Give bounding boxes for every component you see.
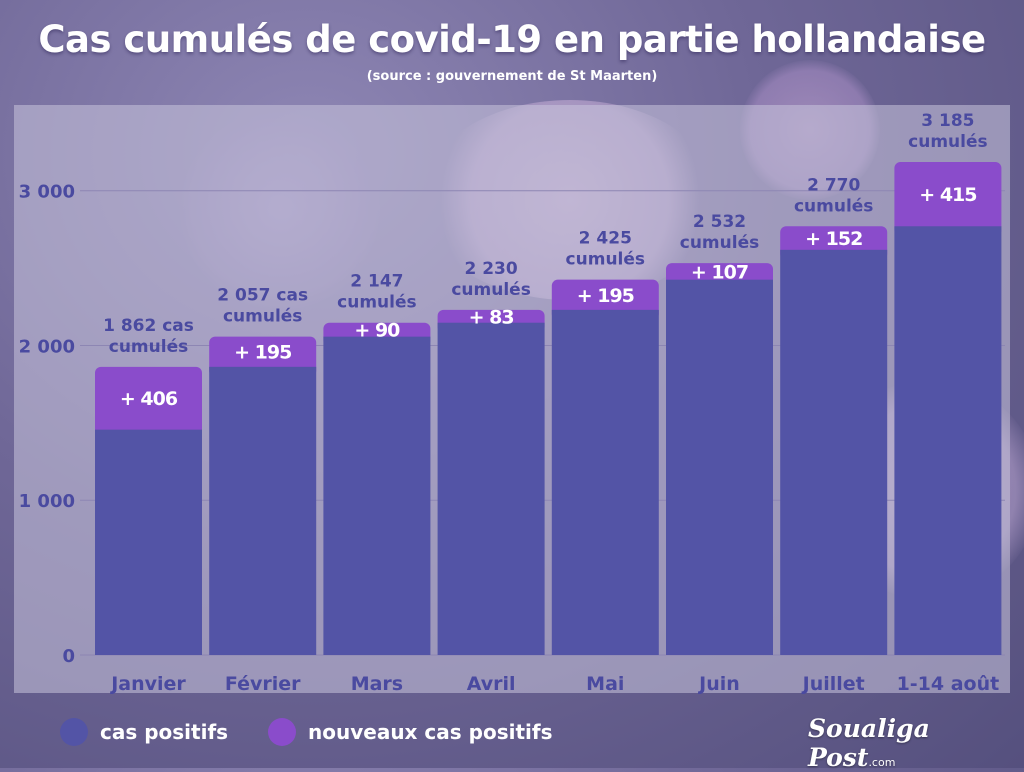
bar-group: + 107 2 532 cumulés [666,212,773,655]
total-label-line: cumulés [566,250,645,270]
bar-base-cases [209,366,317,655]
increment-label: + 195 [577,285,634,307]
chart-title: Cas cumulés de covid-19 en partie hollan… [38,18,986,61]
legend-new-label: nouveaux cas positifs [308,720,553,744]
x-tick-label: Mars [351,673,403,695]
bar-group: + 195 2 057 cas cumulés [209,286,317,655]
x-tick-label: Juillet [801,673,865,695]
increment-label: + 90 [354,320,400,342]
x-tick-label: Avril [467,673,516,695]
total-label-line: cumulés [337,293,416,313]
bar-new-cases [551,279,659,320]
increment-label: + 83 [469,306,514,328]
legend-base-swatch [60,718,88,746]
x-tick-label: Février [225,673,301,695]
brand-logo: Soualiga Post.com [808,714,1024,772]
x-tick-label: Janvier [109,673,186,695]
total-label-line: cumulés [223,307,302,327]
total-label-line: 2 147 [350,272,403,292]
total-label-line: cumulés [680,233,759,253]
chart-subtitle: (source : gouvernement de St Maarten) [366,69,658,84]
total-label-line: cumulés [794,196,873,216]
legend-base: cas positifs [60,718,228,746]
bar-group: + 90 2 147 cumulés [323,272,431,655]
legend-base-label: cas positifs [100,720,229,744]
y-tick-label: 1 000 [19,491,75,512]
total-label-line: cumulés [908,132,987,152]
bar-group: + 415 3 185 cumulés [894,111,1002,655]
bar-base-cases [551,309,659,655]
bar-new-cases [209,336,317,377]
total-label-line: cumulés [451,280,530,300]
y-tick-label: 3 000 [19,182,75,203]
bar-new-cases [95,366,202,440]
total-label: 2 057 cas cumulés [217,286,308,327]
y-axis: 0 1 000 2 000 3 000 [19,182,75,667]
total-label: 2 425 cumulés [566,229,645,270]
total-label: 2 770 cumulés [794,175,873,216]
x-tick-label: 1-14 août [897,673,1000,695]
total-label-line: 2 057 cas [217,286,308,306]
brand-suffix: .com [868,756,896,769]
bar-base-cases [780,249,888,655]
legend-new: nouveaux cas positifs [268,718,552,746]
increment-label: + 107 [691,261,748,283]
increment-label: + 415 [919,184,976,206]
total-label: 1 862 cas cumulés [103,316,194,357]
x-tick-label: Juin [697,673,740,695]
brand-name: Soualiga Post [808,714,930,772]
x-tick-label: Mai [586,673,624,695]
x-axis: Janvier Février Mars Avril Mai Juin Juillet 1-1… [109,673,999,695]
total-label-line: 2 230 [464,259,517,279]
bar-group: + 406 1 862 cas cumulés [95,316,202,655]
y-tick-label: 0 [62,646,75,667]
bar-group: + 195 2 425 cumulés [551,229,659,655]
bar-new-cases [894,162,1002,237]
bar-group: + 83 2 230 cumulés [437,259,545,655]
bar-base-cases [894,226,1002,655]
total-label: 2 230 cumulés [451,259,530,300]
total-label-line: cumulés [109,337,188,357]
bar-base-cases [95,429,202,655]
total-label: 2 147 cumulés [337,272,416,313]
increment-label: + 406 [120,388,178,410]
y-tick-label: 2 000 [19,336,75,357]
increment-label: + 152 [805,228,862,250]
total-label-line: 3 185 [921,111,974,131]
total-label-line: 2 770 [807,175,860,195]
bar-group: + 152 2 770 cumulés [780,175,888,655]
total-label-line: 2 532 [693,212,746,232]
bar-base-cases [437,322,545,655]
increment-label: + 195 [234,342,291,364]
total-label: 3 185 cumulés [908,111,987,152]
bar-base-cases [666,279,773,655]
legend-new-swatch [268,718,296,746]
total-label-line: 1 862 cas [103,316,194,336]
bar-base-cases [323,336,431,655]
total-label: 2 532 cumulés [680,212,759,253]
total-label-line: 2 425 [579,229,632,249]
